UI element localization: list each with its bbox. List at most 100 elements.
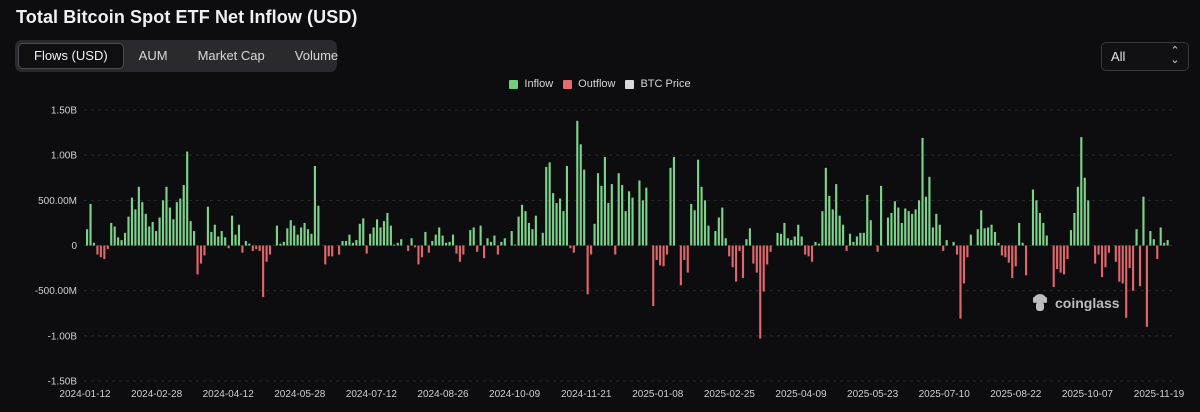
inflow-bar[interactable] <box>835 184 838 246</box>
inflow-bar[interactable] <box>697 159 700 246</box>
inflow-bar[interactable] <box>672 156 676 246</box>
inflow-bar[interactable] <box>224 237 227 246</box>
tab-aum[interactable]: AUM <box>138 48 168 63</box>
outflow-bar[interactable] <box>586 245 589 295</box>
outflow-bar[interactable] <box>227 245 230 249</box>
outflow-bar[interactable] <box>804 245 807 255</box>
inflow-bar[interactable] <box>862 232 865 246</box>
outflow-bar[interactable] <box>1114 245 1117 262</box>
inflow-bar[interactable] <box>900 222 903 246</box>
outflow-bar[interactable] <box>1132 245 1135 291</box>
inflow-bar[interactable] <box>562 211 565 246</box>
inflow-bar[interactable] <box>1166 240 1169 246</box>
inflow-bar[interactable] <box>628 191 631 246</box>
inflow-bar[interactable] <box>700 186 703 246</box>
outflow-bar[interactable] <box>569 245 572 249</box>
outflow-bar[interactable] <box>1138 245 1142 287</box>
inflow-bar[interactable] <box>924 196 928 246</box>
inflow-bar[interactable] <box>296 234 299 246</box>
inflow-bar[interactable] <box>286 228 289 246</box>
inflow-bar[interactable] <box>583 169 586 246</box>
inflow-bar[interactable] <box>842 224 845 246</box>
inflow-bar[interactable] <box>890 212 893 246</box>
outflow-bar[interactable] <box>1000 245 1003 256</box>
outflow-bar[interactable] <box>251 245 254 251</box>
outflow-bar[interactable] <box>810 245 814 262</box>
outflow-bar[interactable] <box>962 245 966 284</box>
tab-volume[interactable]: Volume <box>294 48 339 63</box>
inflow-bar[interactable] <box>220 231 223 246</box>
inflow-bar[interactable] <box>410 238 413 246</box>
outflow-bar[interactable] <box>1052 245 1055 288</box>
inflow-bar[interactable] <box>911 213 914 246</box>
outflow-bar[interactable] <box>1094 245 1097 264</box>
outflow-bar[interactable] <box>755 245 758 273</box>
inflow-bar[interactable] <box>576 120 579 246</box>
outflow-bar[interactable] <box>1007 245 1010 263</box>
outflow-bar[interactable] <box>324 245 327 265</box>
outflow-bar[interactable] <box>731 245 734 268</box>
inflow-bar[interactable] <box>952 241 955 246</box>
outflow-bar[interactable] <box>1059 245 1062 273</box>
outflow-bar[interactable] <box>762 245 765 292</box>
outflow-bar[interactable] <box>876 245 879 252</box>
outflow-bar[interactable] <box>327 245 330 257</box>
inflow-bar[interactable] <box>621 184 624 246</box>
inflow-bar[interactable] <box>441 235 444 246</box>
inflow-bar[interactable] <box>217 236 220 246</box>
outflow-bar[interactable] <box>759 245 762 339</box>
inflow-bar[interactable] <box>866 194 869 246</box>
outflow-bar[interactable] <box>728 245 731 257</box>
inflow-bar[interactable] <box>372 227 375 246</box>
inflow-bar[interactable] <box>351 242 354 246</box>
inflow-bar[interactable] <box>1087 200 1090 246</box>
inflow-bar[interactable] <box>693 210 696 246</box>
inflow-bar[interactable] <box>541 232 544 246</box>
outflow-bar[interactable] <box>942 245 945 251</box>
outflow-bar[interactable] <box>741 245 745 279</box>
inflow-bar[interactable] <box>603 156 606 246</box>
inflow-bar[interactable] <box>897 207 900 246</box>
outflow-bar[interactable] <box>1011 245 1014 279</box>
inflow-bar[interactable] <box>935 213 938 246</box>
inflow-bar[interactable] <box>396 242 399 246</box>
inflow-bar[interactable] <box>921 138 924 246</box>
inflow-bar[interactable] <box>210 231 213 246</box>
inflow-bar[interactable] <box>828 195 831 246</box>
outflow-bar[interactable] <box>679 245 682 286</box>
inflow-bar[interactable] <box>814 241 817 246</box>
inflow-bar[interactable] <box>382 221 386 246</box>
inflow-bar[interactable] <box>993 231 997 246</box>
inflow-bar[interactable] <box>607 203 610 246</box>
inflow-bar[interactable] <box>534 215 537 246</box>
inflow-bar[interactable] <box>341 240 344 246</box>
inflow-bar[interactable] <box>486 238 489 246</box>
inflow-bar[interactable] <box>1031 189 1035 246</box>
inflow-bar[interactable] <box>362 218 365 246</box>
inflow-bar[interactable] <box>472 227 475 246</box>
inflow-bar[interactable] <box>776 232 779 246</box>
inflow-bar[interactable] <box>510 231 513 246</box>
inflow-bar[interactable] <box>945 240 948 246</box>
inflow-bar[interactable] <box>389 225 392 246</box>
outflow-bar[interactable] <box>96 245 99 255</box>
inflow-bar[interactable] <box>548 162 551 246</box>
inflow-bar[interactable] <box>279 243 282 246</box>
inflow-bar[interactable] <box>144 213 147 246</box>
inflow-bar[interactable] <box>1142 196 1145 246</box>
inflow-bar[interactable] <box>745 239 748 246</box>
outflow-bar[interactable] <box>966 245 969 258</box>
inflow-bar[interactable] <box>213 224 216 246</box>
inflow-bar[interactable] <box>1021 242 1024 246</box>
outflow-bar[interactable] <box>665 245 669 255</box>
inflow-bar[interactable] <box>1069 230 1073 246</box>
inflow-bar[interactable] <box>92 242 96 246</box>
inflow-bar[interactable] <box>514 244 517 246</box>
inflow-bar[interactable] <box>1018 222 1021 246</box>
outflow-bar[interactable] <box>955 245 959 255</box>
outflow-bar[interactable] <box>241 245 244 253</box>
inflow-bar[interactable] <box>717 217 720 246</box>
inflow-bar[interactable] <box>493 235 496 246</box>
inflow-bar[interactable] <box>624 211 627 246</box>
outflow-bar[interactable] <box>807 245 810 257</box>
